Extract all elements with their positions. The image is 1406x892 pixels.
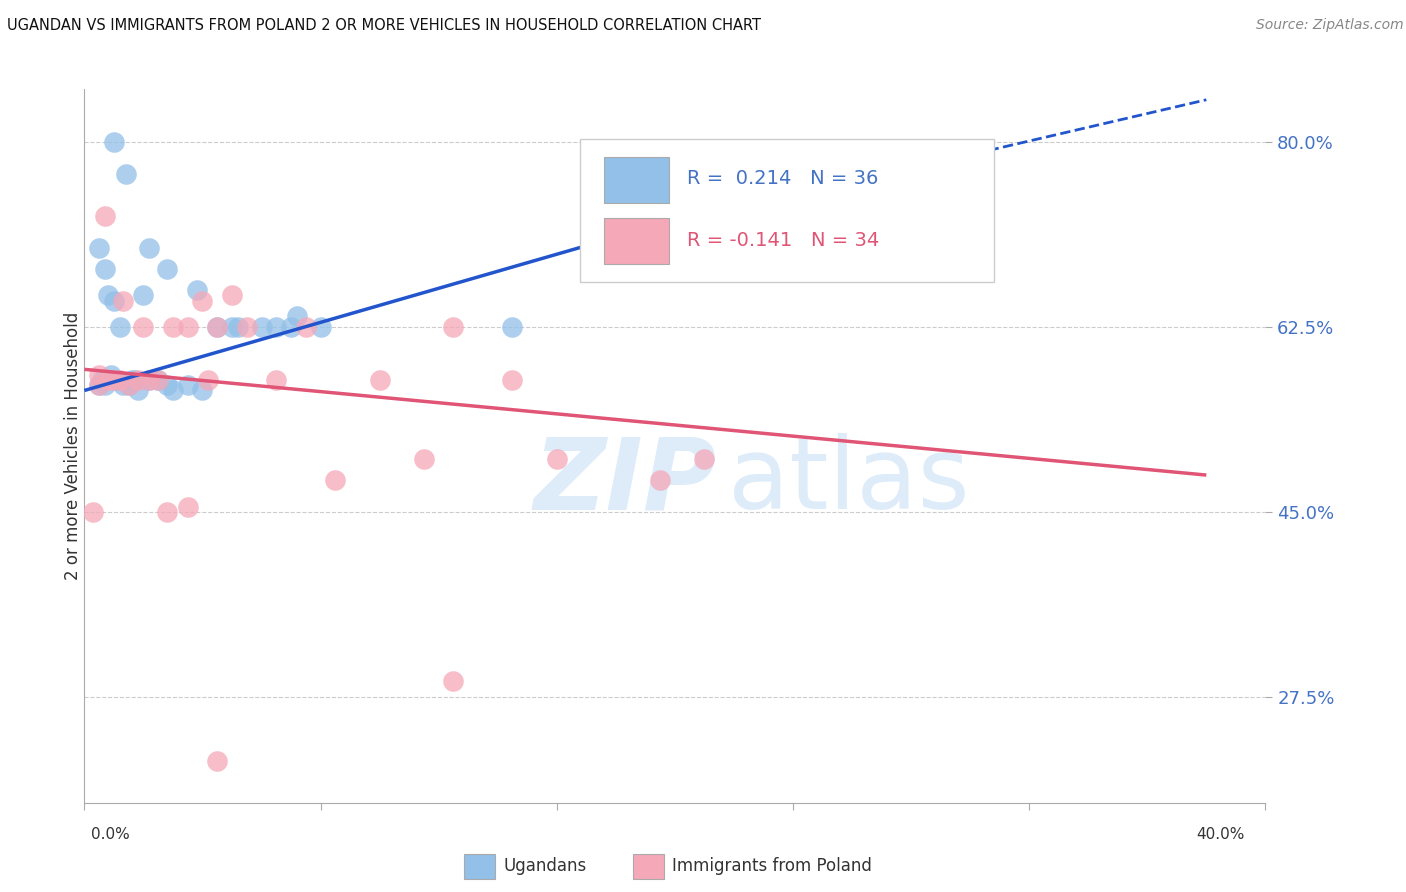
Point (138, 241, 160, 255)
Point (191, 293, 214, 308)
Point (441, 320, 464, 334)
Point (111, 293, 134, 308)
Point (285, 310, 308, 324)
Point (94, 209, 117, 223)
Point (205, 320, 228, 334)
Point (127, 373, 149, 387)
Point (309, 320, 332, 334)
Point (156, 505, 179, 519)
Point (124, 373, 146, 387)
Bar (605, 218, 669, 264)
Point (501, 373, 523, 387)
Point (295, 320, 318, 334)
Point (413, 452, 436, 467)
Point (264, 320, 288, 334)
Text: 40.0%: 40.0% (1197, 827, 1244, 841)
Point (221, 320, 243, 334)
Point (156, 378, 179, 392)
Point (87, 368, 111, 382)
Point (205, 320, 228, 334)
Point (118, 378, 141, 392)
Text: R =  0.214   N = 36: R = 0.214 N = 36 (686, 169, 879, 188)
Point (132, 288, 155, 302)
Point (368, 373, 391, 387)
Point (148, 373, 170, 387)
Point (87, 241, 111, 255)
Point (648, 474, 672, 488)
Text: 0.0%: 0.0% (91, 827, 131, 841)
Point (87, 378, 111, 392)
Point (264, 373, 288, 387)
Point (177, 500, 200, 514)
Point (138, 373, 160, 387)
Point (162, 384, 184, 398)
Point (91, 373, 114, 387)
Point (103, 373, 125, 387)
Point (121, 373, 143, 387)
FancyBboxPatch shape (581, 139, 994, 282)
Point (191, 384, 214, 398)
Point (100, 368, 122, 382)
Text: Immigrants from Poland: Immigrants from Poland (672, 857, 872, 875)
Point (127, 384, 149, 398)
Point (103, 293, 125, 308)
Point (501, 320, 523, 334)
Point (82, 505, 104, 519)
Point (280, 320, 302, 334)
Point (177, 320, 200, 334)
Text: R = -0.141   N = 34: R = -0.141 N = 34 (686, 231, 879, 250)
Point (177, 378, 200, 392)
Point (205, 754, 228, 768)
Point (94, 261, 117, 276)
Point (111, 378, 134, 392)
Point (186, 283, 208, 297)
Point (138, 373, 160, 387)
Point (197, 373, 219, 387)
Point (546, 452, 568, 467)
Point (441, 674, 464, 689)
Point (118, 378, 141, 392)
Text: ZIP: ZIP (533, 434, 716, 530)
Text: atlas: atlas (728, 434, 970, 530)
Text: UGANDAN VS IMMIGRANTS FROM POLAND 2 OR MORE VEHICLES IN HOUSEHOLD CORRELATION CH: UGANDAN VS IMMIGRANTS FROM POLAND 2 OR M… (7, 18, 761, 33)
Point (108, 320, 131, 334)
Point (94, 378, 117, 392)
Point (97, 373, 120, 387)
Point (132, 320, 155, 334)
Point (226, 320, 249, 334)
Point (162, 320, 184, 334)
Point (108, 373, 131, 387)
Point (103, 135, 125, 149)
Point (105, 373, 128, 387)
Text: Ugandans: Ugandans (503, 857, 586, 875)
Point (323, 474, 347, 488)
Point (250, 320, 273, 334)
Point (97, 288, 120, 302)
Point (693, 452, 716, 467)
Y-axis label: 2 or more Vehicles in Household: 2 or more Vehicles in Household (65, 312, 82, 580)
Point (87, 378, 111, 392)
Bar (605, 157, 669, 203)
Point (221, 288, 243, 302)
Text: Source: ZipAtlas.com: Source: ZipAtlas.com (1256, 18, 1403, 32)
Point (235, 320, 259, 334)
Point (114, 167, 136, 181)
Point (156, 261, 179, 276)
Point (148, 373, 170, 387)
